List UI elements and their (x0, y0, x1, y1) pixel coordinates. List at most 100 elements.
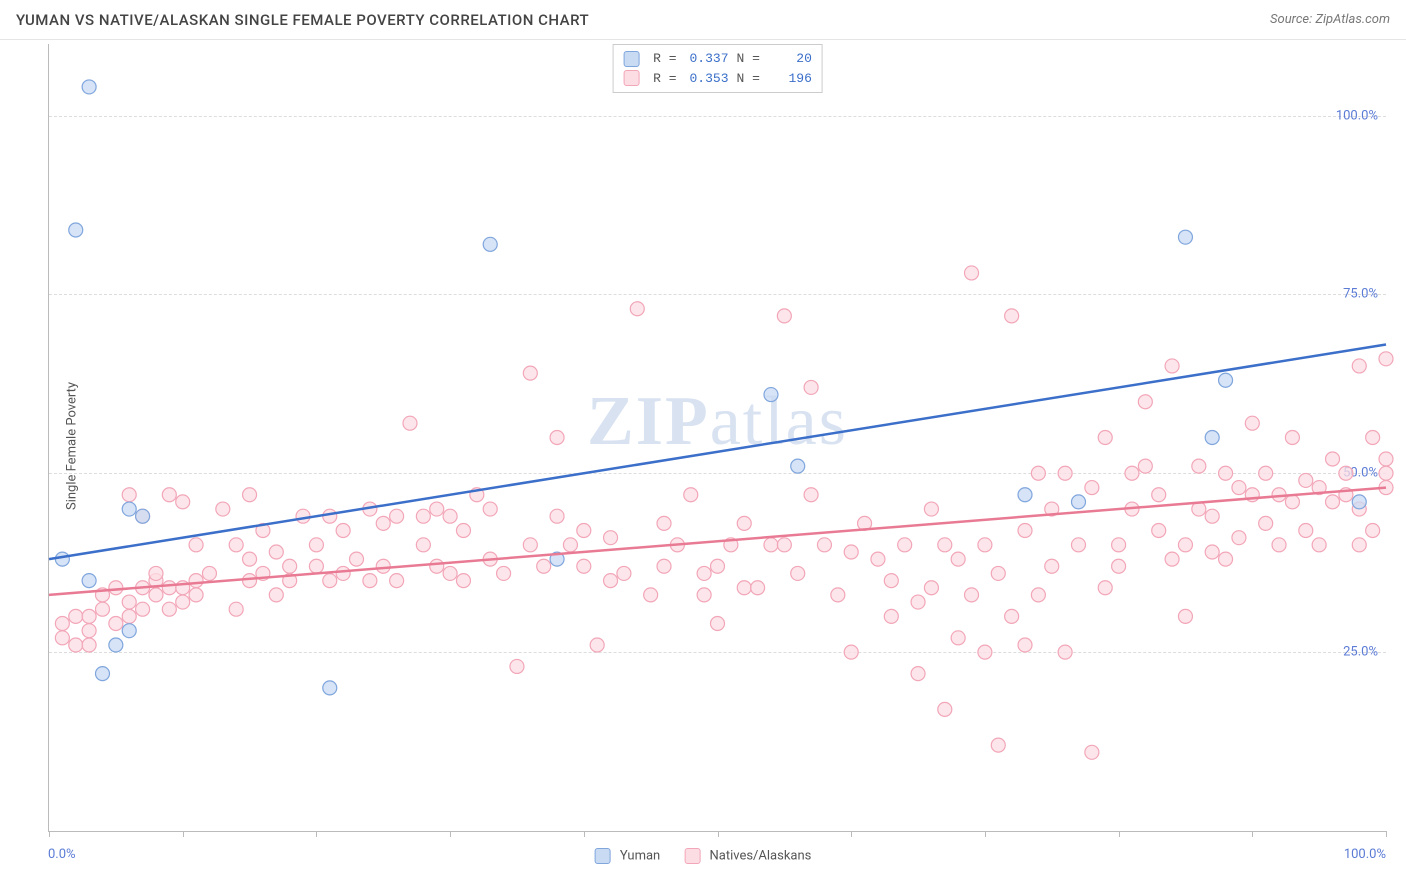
scatter-point (1205, 545, 1219, 559)
scatter-point (924, 581, 938, 595)
scatter-point (1299, 473, 1313, 487)
scatter-point (657, 516, 671, 530)
n-label: N = (737, 49, 760, 69)
scatter-point (1018, 638, 1032, 652)
scatter-point (483, 237, 497, 251)
scatter-point (1205, 509, 1219, 523)
scatter-point (1045, 559, 1059, 573)
scatter-point (189, 538, 203, 552)
scatter-point (136, 602, 150, 616)
scatter-point (737, 581, 751, 595)
scatter-point (844, 645, 858, 659)
scatter-point (1352, 495, 1366, 509)
scatter-point (644, 588, 658, 602)
scatter-point (991, 738, 1005, 752)
scatter-point (804, 380, 818, 394)
scatter-point (1285, 431, 1299, 445)
scatter-point (136, 509, 150, 523)
scatter-point (376, 516, 390, 530)
r-value-natives: 0.353 (685, 69, 729, 89)
scatter-point (1085, 745, 1099, 759)
scatter-point (1018, 524, 1032, 538)
x-tick-mark (183, 831, 184, 837)
scatter-point (483, 502, 497, 516)
scatter-point (122, 609, 136, 623)
scatter-point (978, 645, 992, 659)
scatter-point (1165, 359, 1179, 373)
scatter-point (243, 552, 257, 566)
n-label: N = (737, 69, 760, 89)
scatter-point (109, 617, 123, 631)
scatter-point (1219, 466, 1233, 480)
scatter-point (1005, 309, 1019, 323)
scatter-point (1205, 431, 1219, 445)
scatter-point (443, 509, 457, 523)
scatter-point (577, 524, 591, 538)
scatter-point (243, 488, 257, 502)
scatter-point (82, 574, 96, 588)
scatter-point (1326, 452, 1340, 466)
x-tick-mark (1119, 831, 1120, 837)
scatter-point (1138, 459, 1152, 473)
scatter-point (82, 80, 96, 94)
scatter-point (176, 595, 190, 609)
scatter-point (1232, 531, 1246, 545)
scatter-point (1352, 538, 1366, 552)
scatter-point (82, 609, 96, 623)
scatter-point (1259, 466, 1273, 480)
scatter-point (189, 588, 203, 602)
legend-row-yuman: R = 0.337 N = 20 (623, 49, 812, 69)
scatter-point (309, 538, 323, 552)
scatter-point (189, 574, 203, 588)
scatter-point (711, 617, 725, 631)
scatter-point (1152, 524, 1166, 538)
scatter-point (871, 552, 885, 566)
scatter-point (804, 488, 818, 502)
scatter-point (283, 559, 297, 573)
regression-line (49, 344, 1386, 559)
scatter-point (69, 638, 83, 652)
chart-title: YUMAN VS NATIVE/ALASKAN SINGLE FEMALE PO… (16, 11, 589, 29)
r-label: R = (653, 69, 676, 89)
swatch-yuman (623, 51, 639, 67)
scatter-point (1071, 495, 1085, 509)
scatter-point (443, 566, 457, 580)
scatter-point (938, 702, 952, 716)
source-label: Source: (1270, 12, 1315, 27)
scatter-point (109, 638, 123, 652)
x-tick-max: 100.0% (1344, 847, 1386, 862)
scatter-point (697, 588, 711, 602)
scatter-point (884, 609, 898, 623)
chart-container: YUMAN VS NATIVE/ALASKAN SINGLE FEMALE PO… (0, 0, 1406, 892)
scatter-point (1125, 466, 1139, 480)
scatter-point (898, 538, 912, 552)
scatter-point (456, 524, 470, 538)
scatter-point (176, 495, 190, 509)
scatter-point (1352, 359, 1366, 373)
scatter-point (1219, 373, 1233, 387)
legend-item-yuman: Yuman (595, 848, 661, 864)
n-value-natives: 196 (768, 69, 812, 89)
scatter-point (403, 416, 417, 430)
scatter-point (229, 538, 243, 552)
scatter-point (991, 566, 1005, 580)
scatter-point (323, 574, 337, 588)
scatter-point (510, 659, 524, 673)
scatter-point (777, 309, 791, 323)
scatter-point (69, 609, 83, 623)
scatter-point (1232, 481, 1246, 495)
scatter-point (764, 538, 778, 552)
scatter-point (1005, 609, 1019, 623)
scatter-point (243, 574, 257, 588)
scatter-point (978, 538, 992, 552)
scatter-point (122, 488, 136, 502)
x-tick-mark (985, 831, 986, 837)
legend-item-natives: Natives/Alaskans (684, 848, 811, 864)
scatter-point (951, 631, 965, 645)
scatter-point (844, 545, 858, 559)
scatter-point (657, 559, 671, 573)
scatter-point (563, 538, 577, 552)
scatter-point (430, 502, 444, 516)
scatter-point (1098, 581, 1112, 595)
scatter-point (55, 617, 69, 631)
